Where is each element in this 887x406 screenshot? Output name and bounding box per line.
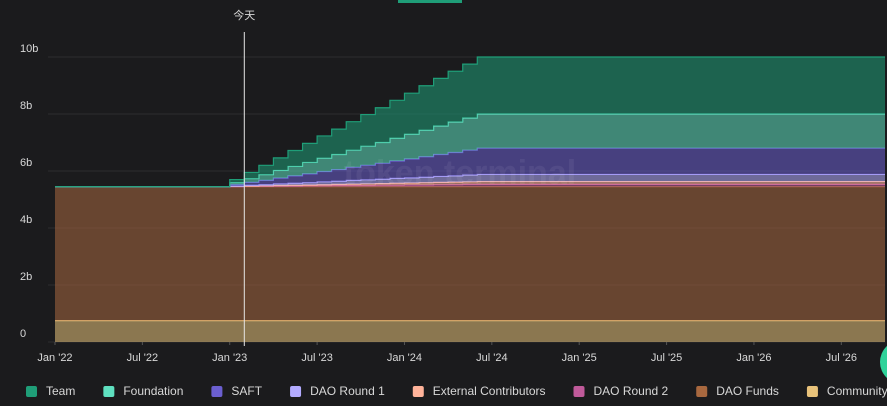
x-tick-label: Jan '25: [562, 352, 597, 364]
legend-label: Team: [46, 384, 75, 398]
x-tick-label: Jul '25: [651, 352, 682, 364]
legend-label: SAFT: [231, 384, 262, 398]
x-tick-label: Jan '26: [736, 352, 771, 364]
area: [55, 148, 885, 187]
legend-swatch: [211, 386, 223, 397]
watermark: token terminal: [344, 154, 576, 192]
x-tick-label: Jul '23: [301, 352, 332, 364]
y-tick-label: 6b: [20, 157, 32, 169]
legend-swatch: [103, 386, 115, 397]
legend-swatch: [806, 386, 818, 397]
y-tick-label: 0: [20, 328, 26, 340]
legend-swatch: [696, 386, 708, 397]
area: [55, 57, 885, 187]
foreground: 0 2b 4b 6b 8b 10b Jan '22 Jul '22 Jan '23 Jul '23…: [20, 8, 887, 398]
area: [55, 174, 885, 187]
x-tick-label: Jan '24: [387, 352, 422, 364]
area: [55, 181, 885, 187]
y-tick-label: 4b: [20, 214, 32, 226]
legend-swatch: [290, 386, 302, 397]
help-button[interactable]: [880, 340, 887, 384]
legend-swatch: [573, 386, 585, 397]
legend-label: DAO Funds: [716, 384, 779, 398]
x-tick-label: Jul '22: [127, 352, 158, 364]
area-edge: [55, 56, 885, 188]
legend-label: DAO Round 2: [594, 384, 669, 398]
tab-indicator: [398, 0, 462, 3]
legend-label: Community: [827, 384, 887, 398]
x-tick-label: Jan '22: [37, 352, 72, 364]
area: [55, 186, 885, 321]
legend-label: External Contributors: [433, 384, 546, 398]
areas: [55, 56, 885, 342]
legend-label: Foundation: [123, 384, 183, 398]
x-tick-label: Jul '24: [476, 352, 507, 364]
x-tick-label: Jan '23: [212, 352, 247, 364]
y-tick-label: 8b: [20, 100, 32, 112]
legend-swatch: [26, 386, 37, 397]
area: [55, 320, 885, 342]
area: [55, 114, 885, 187]
x-tick-label: Jul '26: [826, 352, 857, 364]
legend-swatch: [412, 386, 424, 397]
y-tick-label: 10b: [20, 43, 38, 55]
today-label: 今天: [233, 8, 255, 22]
legend-label: DAO Round 1: [310, 384, 385, 398]
y-tick-label: 2b: [20, 271, 32, 283]
